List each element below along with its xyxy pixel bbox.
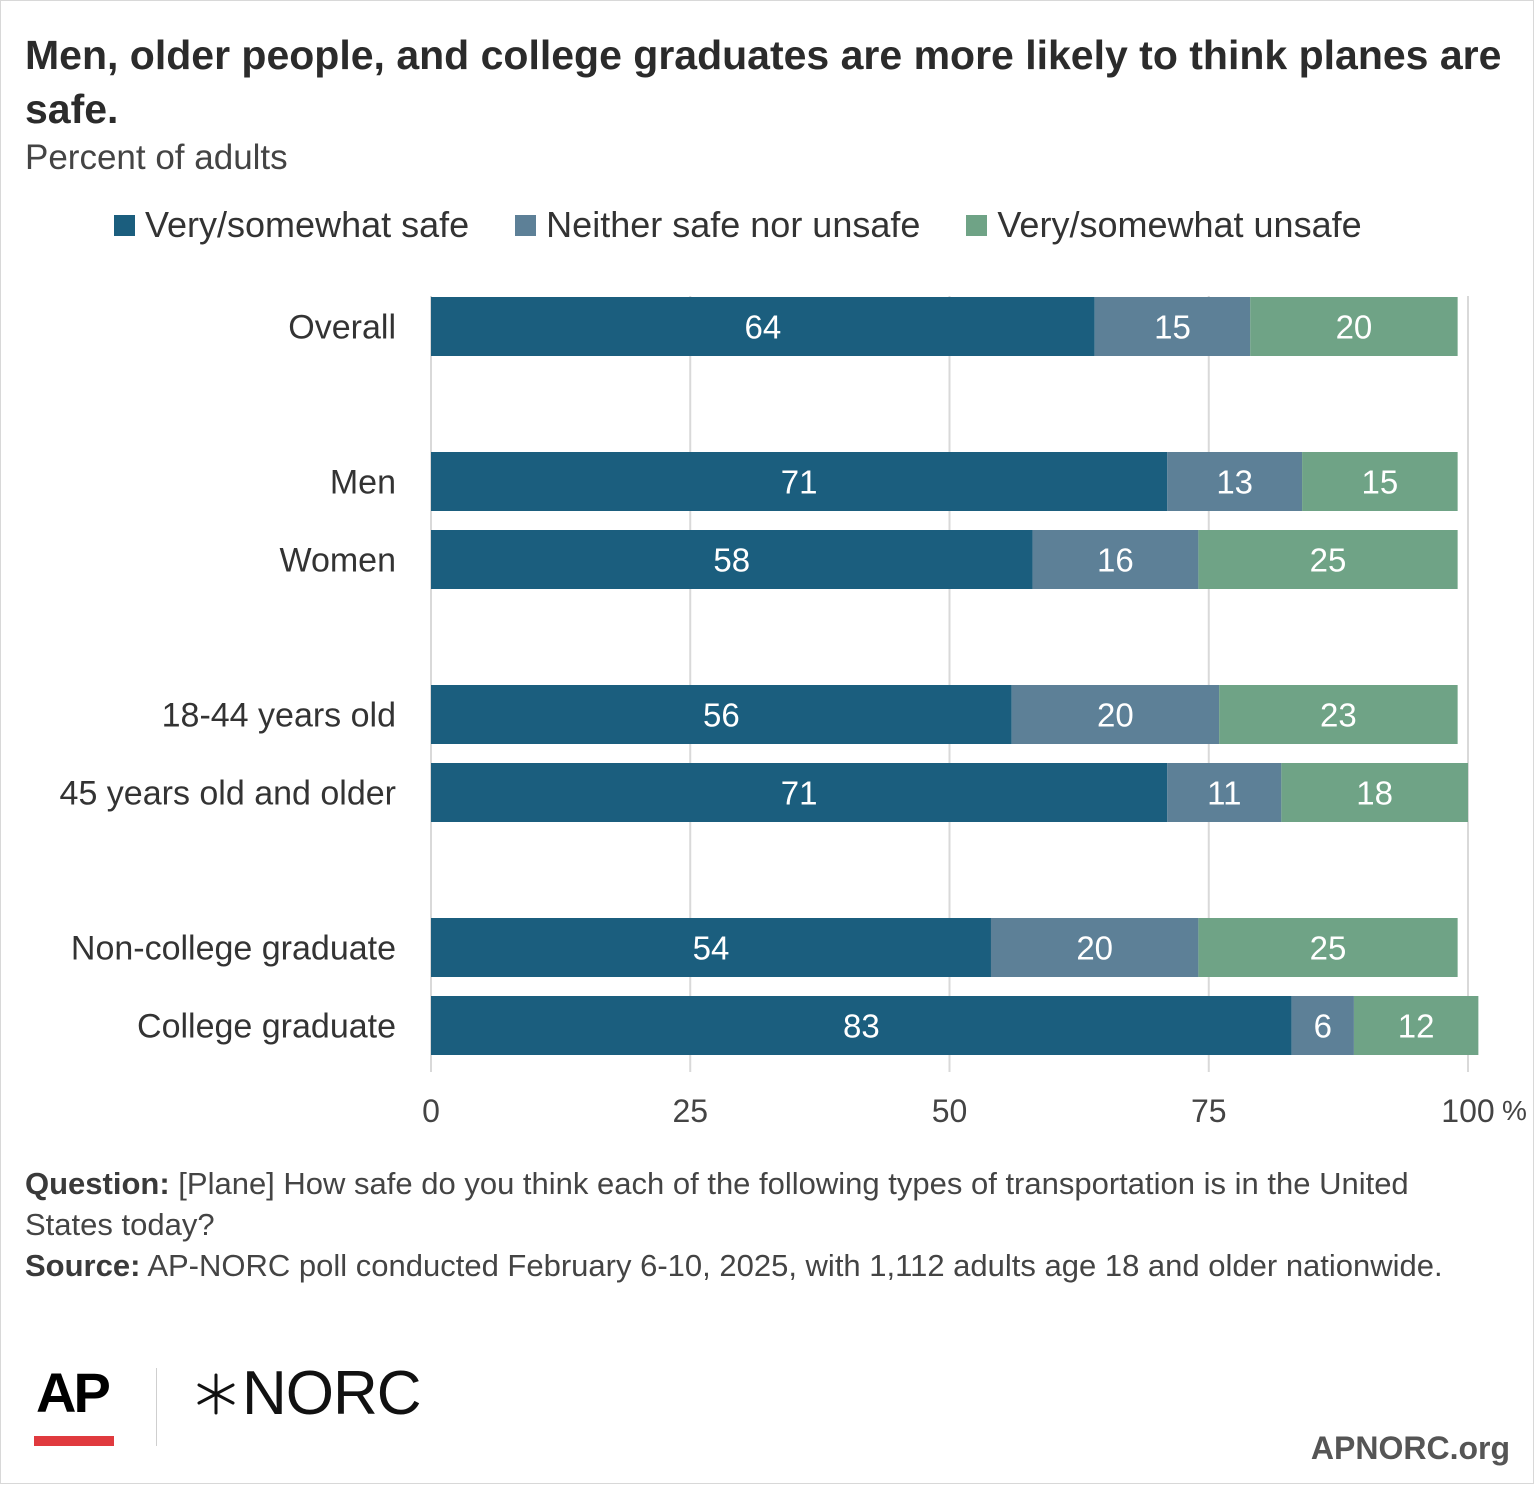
ap-logo: AP xyxy=(36,1361,111,1424)
chart-notes: Question: [Plane] How safe do you think … xyxy=(25,1163,1505,1286)
bar-segment-safe xyxy=(431,763,1168,822)
bar-segment-safe xyxy=(431,452,1168,511)
source-note: Source: AP-NORC poll conducted February … xyxy=(25,1245,1505,1286)
bar-segment-neither xyxy=(990,918,1199,977)
question-note: Question: [Plane] How safe do you think … xyxy=(25,1163,1505,1245)
norc-logo: NORC xyxy=(194,1358,422,1429)
data-label-safe: 83 xyxy=(843,1008,880,1045)
data-label-neither: 6 xyxy=(1314,1008,1332,1045)
legend-item-unsafe: Very/somewhat unsafe xyxy=(966,204,1362,246)
data-label-unsafe: 25 xyxy=(1310,542,1347,579)
bar-segment-safe xyxy=(431,297,1095,356)
category-label: 18-44 years old xyxy=(162,697,396,735)
ap-logo-underline xyxy=(34,1436,114,1446)
data-label-safe: 71 xyxy=(781,775,818,812)
data-label-neither: 20 xyxy=(1076,930,1113,967)
logo-divider xyxy=(156,1368,157,1446)
bar-segment-safe xyxy=(431,996,1292,1055)
bar-segment-neither xyxy=(1032,530,1199,589)
bar-segment-unsafe xyxy=(1198,530,1458,589)
data-label-neither: 13 xyxy=(1216,464,1253,501)
data-label-safe: 56 xyxy=(703,697,740,734)
data-label-unsafe: 23 xyxy=(1320,697,1357,734)
category-label: Women xyxy=(279,542,396,580)
bar-segment-neither xyxy=(1167,763,1282,822)
bar-segment-safe xyxy=(431,530,1033,589)
x-tick-label: 0 xyxy=(422,1093,440,1129)
data-label-unsafe: 18 xyxy=(1356,775,1393,812)
legend-swatch-unsafe xyxy=(966,214,988,236)
category-label: Non-college graduate xyxy=(71,930,396,968)
x-tick-label: 25 xyxy=(672,1093,708,1129)
data-label-unsafe: 25 xyxy=(1310,930,1347,967)
legend-swatch-neither xyxy=(515,214,537,236)
legend-label-safe: Very/somewhat safe xyxy=(145,204,470,245)
bar-segment-safe xyxy=(431,918,991,977)
x-tick-label: 50 xyxy=(932,1093,968,1129)
bar-segment-unsafe xyxy=(1198,918,1458,977)
question-label: Question: xyxy=(25,1166,170,1201)
bar-segment-neither xyxy=(1011,685,1220,744)
legend-item-neither: Neither safe nor unsafe xyxy=(515,204,920,246)
norc-logo-text: NORC xyxy=(242,1359,422,1428)
question-text: [Plane] How safe do you think each of th… xyxy=(25,1166,1409,1242)
legend-label-neither: Neither safe nor unsafe xyxy=(546,204,921,245)
norc-star-icon xyxy=(197,1373,235,1414)
x-tick-label: 100 xyxy=(1441,1093,1494,1129)
data-label-unsafe: 15 xyxy=(1361,464,1398,501)
category-label: 45 years old and older xyxy=(60,775,396,813)
site-url: APNORC.org xyxy=(1310,1430,1510,1466)
data-label-unsafe: 12 xyxy=(1398,1008,1435,1045)
data-label-neither: 16 xyxy=(1097,542,1134,579)
stacked-bar-chart: Overall 64 15 20 Men 71 13 15 Women 58 16 25 18-44 y… xyxy=(60,296,1527,1129)
source-text: AP-NORC poll conducted February 6-10, 20… xyxy=(140,1248,1443,1283)
bar-segment-unsafe xyxy=(1302,452,1458,511)
bar-segment-neither xyxy=(1167,452,1303,511)
legend-label-unsafe: Very/somewhat unsafe xyxy=(997,204,1362,245)
data-label-neither: 11 xyxy=(1207,775,1241,812)
x-axis-unit: % xyxy=(1502,1095,1527,1126)
bar-segment-unsafe xyxy=(1353,996,1479,1055)
source-label: Source: xyxy=(25,1248,141,1283)
chart-legend: Very/somewhat safe Neither safe nor unsa… xyxy=(114,204,1362,246)
data-label-safe: 54 xyxy=(693,930,730,967)
legend-item-safe: Very/somewhat safe xyxy=(114,204,469,246)
chart-subtitle: Percent of adults xyxy=(25,138,288,177)
category-label: Men xyxy=(330,464,396,502)
data-label-neither: 20 xyxy=(1097,697,1134,734)
data-label-safe: 64 xyxy=(744,309,781,346)
chart-title: Men, older people, and college graduates… xyxy=(25,32,1502,132)
x-tick-label: 75 xyxy=(1191,1093,1227,1129)
data-label-safe: 58 xyxy=(713,542,750,579)
bar-segment-unsafe xyxy=(1250,297,1458,356)
data-label-unsafe: 20 xyxy=(1336,309,1373,346)
bar-segment-neither xyxy=(1094,297,1251,356)
category-label: College graduate xyxy=(137,1008,396,1046)
data-label-neither: 15 xyxy=(1154,309,1191,346)
bar-segment-neither xyxy=(1291,996,1354,1055)
category-label: Overall xyxy=(288,309,396,347)
bar-segment-safe xyxy=(431,685,1012,744)
bar-segment-unsafe xyxy=(1219,685,1458,744)
data-label-safe: 71 xyxy=(781,464,818,501)
legend-swatch-safe xyxy=(114,214,135,236)
bar-segment-unsafe xyxy=(1281,763,1468,822)
